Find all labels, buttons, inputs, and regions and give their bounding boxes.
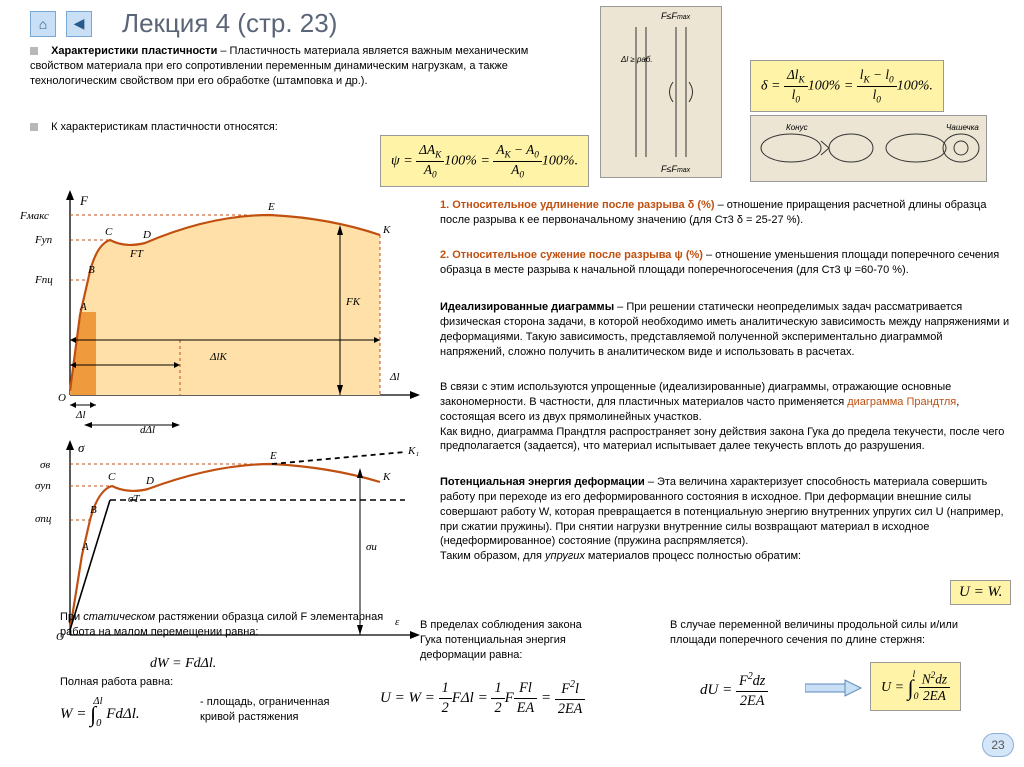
lbl-sigmai: σи [366,541,377,553]
intro-p1: Характеристики пластичности – Пластичнос… [30,44,530,89]
def2-title: 2. Относительное сужение после разрыва ψ… [440,249,703,261]
intro-p2: К характеристикам пластичности относятся… [30,120,380,135]
bottom-p2: Полная работа равна: [60,675,260,690]
ideal: Идеализированные диаграммы – При решении… [440,300,1010,359]
formula-uw: U = W. [950,580,1011,605]
lbl-sigma: σ [78,440,85,455]
lbl-sigmaup: σуп [35,480,51,492]
energy-title: Потенциальная энергия деформации [440,476,645,488]
back-icon[interactable]: ◀ [66,11,92,37]
lbl-Fmax: Fмакс [19,210,49,222]
energy-p2a: Таким образом, для [440,550,545,562]
lbl-C: C [105,226,113,238]
lbl-Ft: FТ [129,248,144,260]
lbl-E2: E [269,450,277,462]
ideal-title: Идеализированные диаграммы [440,301,614,313]
intro-p2-text: К характеристикам пластичности относятся… [51,121,278,133]
formula-u-main: U = W = 12FΔl = 12FFlEA = F2l2EA [380,678,585,719]
svg-text:F≤Fmax: F≤Fmax [661,11,691,21]
svg-text:Конус: Конус [786,123,808,132]
intro-bold: Характеристики пластичности [51,45,217,57]
formula-delta: δ = ΔlKl0100% = lK − l0l0100%. [750,60,944,112]
header: ⌂ ◀ Лекция 4 (стр. 23) [30,8,337,39]
specimen-diagram-2: Конус Чашечка [750,115,987,182]
lbl-dl: Δl [75,409,86,421]
energy: Потенциальная энергия деформации – Эта в… [440,475,1010,564]
lbl-B: B [88,264,95,276]
bottom-p1: При статическом растяжении образца силой… [60,610,400,640]
lbl-F: F [79,193,89,208]
lbl-D2: D [145,475,154,487]
formula-u-int: U = ∫0l N2dz2EA [870,662,961,711]
svg-text:F≤Fmax: F≤Fmax [661,164,691,174]
svg-text:Δl ≥ раб.: Δl ≥ раб. [620,55,653,64]
prandtl: В связи с этим используются упрощенные (… [440,380,1010,454]
bottom-hooke: В пределах соблюдения закона Гука потенц… [420,618,600,663]
lbl-ddl: dΔl [140,424,155,435]
lbl-K: K [382,224,391,236]
lbl-K1: K₁ [407,445,419,457]
energy-p2i: упругих [545,550,585,562]
lbl-A: A [79,301,87,313]
formula-du: dU = F2dz2EA [700,670,768,711]
def2: 2. Относительное сужение после разрыва ψ… [440,248,1000,278]
formula-w-int: W = ∫0Δl FdΔl. [60,695,140,731]
prandtl-hl: диаграмма Прандтля [847,396,956,408]
lbl-dll: Δl [389,371,400,383]
energy-p2b: материалов процесс полностью обратим: [585,550,801,562]
bottom-p3: - площадь, ограниченная кривой растяжени… [200,695,360,725]
prandtl-p2: Как видно, диаграмма Прандтля распростра… [440,426,1004,453]
lbl-Fk: FК [345,296,361,308]
lbl-Fpc: Fпц [34,274,53,286]
lbl-O: O [58,392,66,404]
lbl-D: D [142,229,151,241]
svg-text:Чашечка: Чашечка [946,123,979,132]
chart-force-elongation: F E K C D B A O Fмакс Fуп Fпц FТ FК Δl Δ… [10,185,430,435]
home-icon[interactable]: ⌂ [30,11,56,37]
bottom-var: В случае переменной величины продольной … [670,618,1000,648]
bullet-icon [30,123,38,131]
arrow-icon [805,678,865,698]
lbl-Fup: Fуп [34,234,53,246]
def1-title: 1. Относительное удлинение после разрыва… [440,199,715,211]
lbl-sigmapc: σпц [35,513,52,525]
lbl-E: E [267,201,275,213]
page-number: 23 [982,733,1014,757]
lbl-B2: B [90,504,97,516]
specimen-diagram-1: F≤Fmax F≤Fmax Δl ≥ раб. [600,6,722,178]
formula-psi: ψ = ΔAKA0100% = AK − A0A0100%. [380,135,589,187]
lbl-C2: C [108,471,116,483]
def1: 1. Относительное удлинение после разрыва… [440,198,1000,228]
lbl-dlk: ΔlK [209,351,228,363]
bullet-icon [30,47,38,55]
formula-dw: dW = FdΔl. [150,655,216,674]
lbl-A2: A [81,541,89,553]
lbl-sigmat: σТ [128,493,140,505]
page-title: Лекция 4 (стр. 23) [122,8,337,39]
lbl-K2: K [382,471,391,483]
lbl-sigmav: σв [40,459,50,471]
